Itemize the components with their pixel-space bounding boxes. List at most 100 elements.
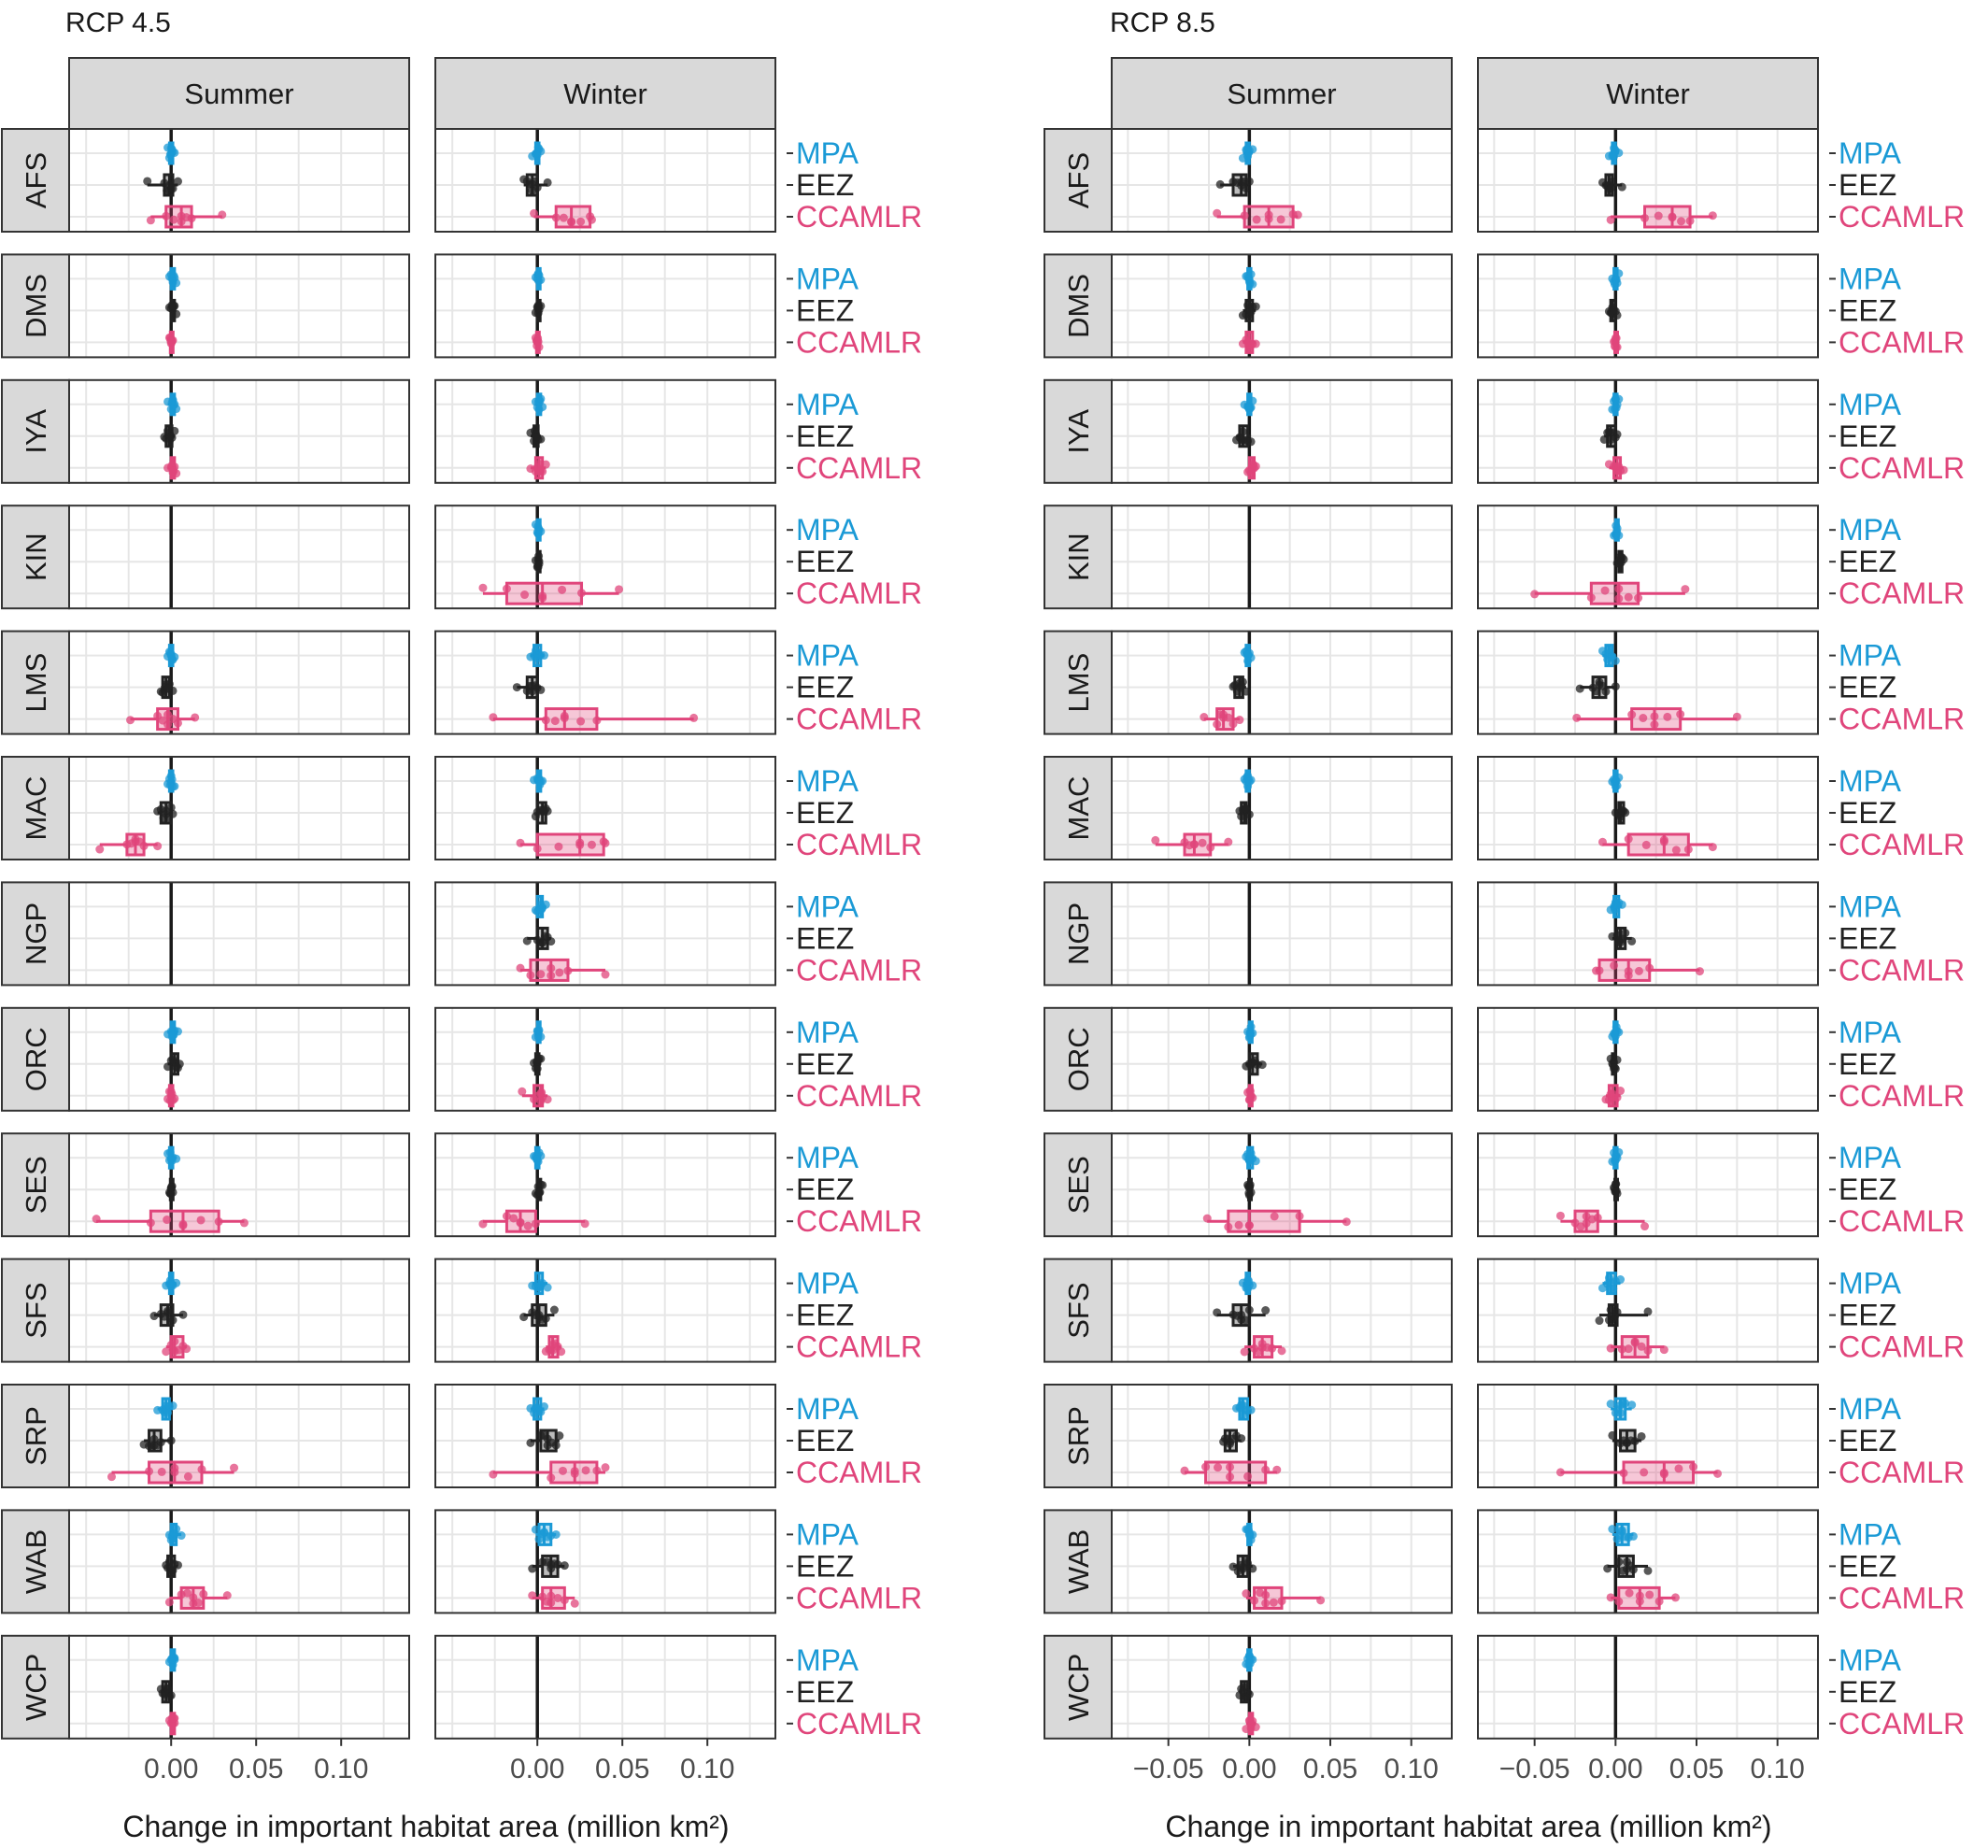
panel-border	[1477, 1006, 1819, 1112]
data-point-mpa	[534, 277, 544, 286]
data-point-ccamlr	[157, 1467, 166, 1476]
data-point-ccamlr	[1276, 215, 1285, 224]
data-point-mpa	[169, 271, 178, 280]
panel-border	[68, 378, 410, 484]
data-point-mpa	[1610, 1030, 1619, 1039]
data-point-ccamlr	[1650, 720, 1659, 730]
panel-border	[1111, 1509, 1453, 1614]
data-point-mpa	[535, 396, 545, 405]
data-point-mpa	[1609, 1285, 1618, 1294]
data-point-ccamlr	[1256, 1588, 1265, 1598]
data-point-ccamlr	[170, 1337, 179, 1346]
panel-border	[434, 505, 776, 610]
data-point-ccamlr	[1650, 712, 1659, 721]
group-label-eez: EEZ	[1839, 1549, 1896, 1583]
data-point-eez	[1232, 1311, 1242, 1320]
data-point-mpa	[535, 780, 545, 789]
data-point-ccamlr	[1272, 1465, 1282, 1474]
data-point-ccamlr	[523, 1221, 532, 1230]
data-point-mpa	[534, 651, 544, 661]
data-point-eez	[172, 309, 181, 319]
facet-row-label: SES	[1062, 1156, 1095, 1214]
data-point-eez	[1611, 682, 1620, 691]
panel-summer-wab	[1111, 1509, 1453, 1614]
data-point-ccamlr	[165, 1096, 175, 1105]
data-point-mpa	[177, 1531, 186, 1541]
data-point-ccamlr	[1555, 1468, 1565, 1477]
data-point-mpa	[533, 1157, 543, 1166]
data-point-eez	[530, 177, 539, 186]
data-point-ccamlr	[1659, 1345, 1668, 1355]
panel-border	[1477, 630, 1819, 735]
data-point-ccamlr	[1606, 1089, 1615, 1099]
data-point-ccamlr	[230, 1463, 239, 1472]
panel-background	[435, 1007, 775, 1111]
data-point-ccamlr	[1261, 1465, 1271, 1474]
data-point-ccamlr	[1249, 461, 1258, 470]
panel-winter-srp	[1477, 1384, 1819, 1488]
data-point-ccamlr	[1668, 213, 1677, 222]
data-point-ccamlr	[1246, 341, 1256, 350]
data-point-ccamlr	[1252, 215, 1261, 224]
data-point-ccamlr	[1200, 713, 1209, 722]
group-label-ccamlr: CCAMLR	[1839, 1456, 1965, 1489]
data-point-ccamlr	[1732, 712, 1741, 721]
data-point-eez	[549, 1559, 559, 1569]
data-point-ccamlr	[509, 1214, 518, 1223]
data-point-ccamlr	[1606, 215, 1615, 224]
data-point-ccamlr	[478, 583, 488, 592]
group-label-ccamlr: CCAMLR	[796, 828, 922, 861]
box-ccamlr	[1622, 1460, 1696, 1485]
facet-row-strip-kin	[1, 505, 70, 610]
data-point-mpa	[531, 1525, 540, 1534]
data-point-ccamlr	[528, 1591, 537, 1600]
data-point-eez	[519, 1313, 529, 1322]
data-point-eez	[533, 561, 543, 570]
facet-row-label: SFS	[20, 1282, 52, 1338]
panel-summer-kin	[68, 505, 410, 610]
data-point-ccamlr	[551, 213, 561, 222]
data-point-ccamlr	[222, 1591, 232, 1600]
facet-row-label: ORC	[1062, 1027, 1095, 1091]
data-point-eez	[166, 1189, 176, 1199]
group-label-eez: EEZ	[1839, 1173, 1896, 1206]
group-label-ccamlr: CCAMLR	[796, 1456, 922, 1489]
data-point-mpa	[1608, 1525, 1617, 1534]
panel-background	[435, 254, 775, 358]
x-tick-label: 0.05	[1303, 1754, 1357, 1784]
data-point-eez	[1618, 934, 1627, 944]
facet-row-label: MAC	[20, 776, 52, 841]
data-point-eez	[1618, 1566, 1627, 1575]
panel-summer-iya	[68, 378, 410, 484]
data-point-mpa	[543, 1532, 552, 1542]
data-point-ccamlr	[1640, 213, 1650, 222]
panel-background	[435, 1510, 775, 1613]
facet-row-strip-wcp	[1044, 1634, 1113, 1740]
data-point-eez	[536, 685, 546, 694]
data-point-eez	[547, 937, 556, 946]
facet-row-strip-sfs	[1, 1258, 70, 1363]
group-label-eez: EEZ	[796, 1173, 854, 1206]
facet-row-strip-srp	[1, 1384, 70, 1488]
facet-row-label: AFS	[1062, 152, 1095, 208]
data-point-ccamlr	[158, 716, 167, 725]
data-point-ccamlr	[170, 1463, 179, 1472]
panel-summer-ngp	[68, 881, 410, 987]
group-label-eez: EEZ	[796, 671, 854, 704]
panel-border	[1111, 253, 1453, 359]
data-point-ccamlr	[1654, 211, 1663, 220]
data-point-eez	[543, 178, 552, 187]
data-point-ccamlr	[1708, 211, 1717, 220]
data-point-ccamlr	[162, 211, 171, 220]
data-point-ccamlr	[1262, 1343, 1271, 1352]
data-point-ccamlr	[1611, 336, 1620, 346]
group-label-ccamlr: CCAMLR	[796, 953, 922, 987]
data-point-ccamlr	[516, 1218, 525, 1228]
facet-strip-winter-0	[434, 57, 776, 130]
data-point-ccamlr	[1269, 1598, 1278, 1607]
panel-border	[68, 1634, 410, 1740]
panel-border	[434, 1384, 776, 1488]
data-point-eez	[1637, 1431, 1646, 1441]
facet-row-label: LMS	[20, 653, 52, 713]
